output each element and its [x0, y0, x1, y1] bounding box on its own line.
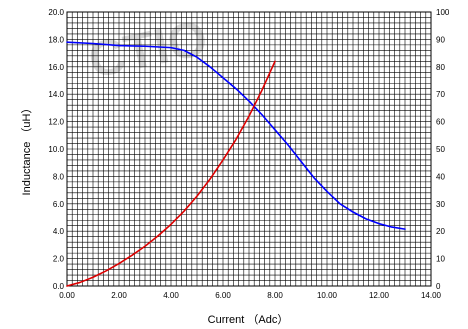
y-left-tick-label: 10.0 [48, 145, 64, 154]
x-tick-labels: 0.00 2.00 4.00 6.00 8.00 10.00 12.00 14.00 [59, 291, 441, 300]
x-tick-label: 12.00 [369, 291, 390, 300]
y-axis-label: Inductance （uH） [20, 103, 33, 196]
y-right-tick-labels: 0 10 20 30 40 50 60 70 80 90 100 [436, 8, 450, 291]
y-right-tick-label: 60 [436, 118, 445, 127]
y-right-tick-label: 100 [436, 8, 450, 17]
x-tick-label: 0.00 [59, 291, 75, 300]
y-right-tick-label: 80 [436, 63, 445, 72]
y-right-tick-label: 30 [436, 200, 445, 209]
y-left-tick-label: 18.0 [48, 35, 64, 44]
y-left-tick-label: 2.0 [53, 255, 65, 264]
y-left-tick-labels: 0.0 2.0 4.0 6.0 8.0 10.0 12.0 14.0 16.0 18.0 20.0 [48, 8, 64, 291]
x-tick-label: 8.00 [267, 291, 283, 300]
y-left-tick-label: 16.0 [48, 63, 64, 72]
y-left-tick-label: 14.0 [48, 90, 64, 99]
grid [67, 12, 431, 286]
y-left-tick-label: 20.0 [48, 8, 64, 17]
x-tick-label: 2.00 [111, 291, 127, 300]
y-left-tick-label: 12.0 [48, 118, 64, 127]
y-right-tick-label: 10 [436, 255, 445, 264]
y-right-tick-label: 0 [436, 282, 441, 291]
x-tick-label: 14.00 [421, 291, 442, 300]
x-axis-label: Current （Adc） [208, 313, 289, 326]
y-right-tick-label: 20 [436, 227, 445, 236]
watermark-text: CTIO [84, 9, 212, 89]
x-tick-label: 6.00 [215, 291, 231, 300]
y-right-tick-label: 50 [436, 145, 445, 154]
series-line-right-axis [66, 60, 276, 287]
y-left-tick-label: 4.0 [53, 227, 65, 236]
y-right-tick-label: 90 [436, 35, 445, 44]
y-right-tick-label: 40 [436, 172, 445, 181]
y-left-tick-label: 0.0 [53, 282, 65, 291]
y-left-tick-label: 8.0 [53, 172, 65, 181]
series [66, 41, 406, 287]
plot-frame [66, 11, 432, 287]
x-tick-label: 4.00 [163, 291, 179, 300]
y-right-tick-label: 70 [436, 90, 445, 99]
y-left-tick-label: 6.0 [53, 200, 65, 209]
x-tick-label: 10.00 [317, 291, 338, 300]
series-line-left-axis [66, 41, 406, 230]
